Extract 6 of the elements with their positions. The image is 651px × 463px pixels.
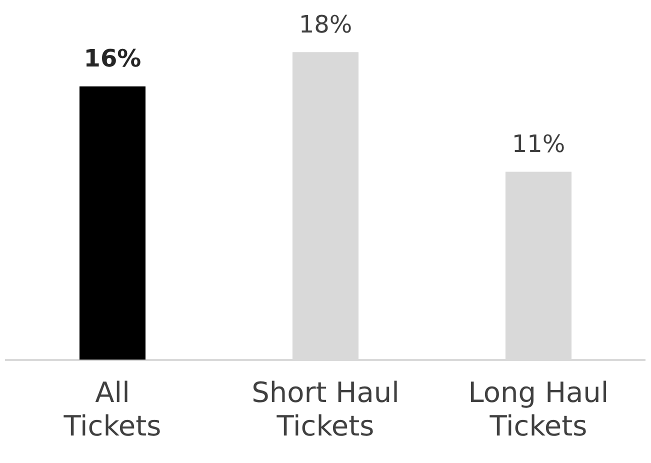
data-label: 18% bbox=[298, 10, 352, 38]
x-tick-label: Long Haul Tickets bbox=[468, 376, 609, 442]
x-tick-label: All Tickets bbox=[62, 376, 162, 442]
data-label: 11% bbox=[512, 130, 566, 158]
x-tick-label: Short Haul Tickets bbox=[252, 376, 400, 442]
data-label: 16% bbox=[84, 44, 142, 73]
